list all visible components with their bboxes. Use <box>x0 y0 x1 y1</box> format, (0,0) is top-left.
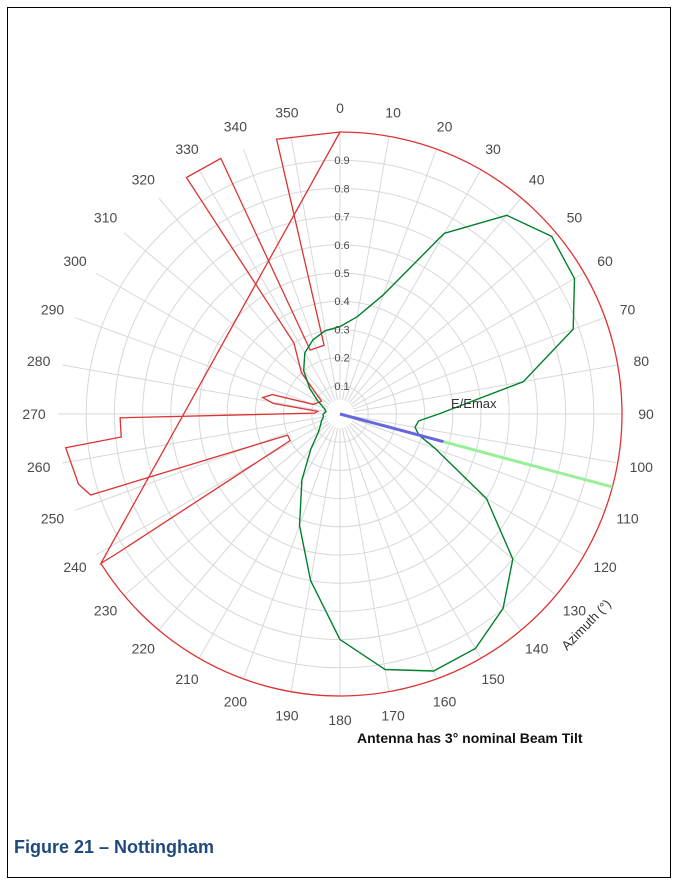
grid-spoke <box>158 197 332 404</box>
polar-grid <box>58 132 622 696</box>
radial-tick: 0.7 <box>334 212 349 224</box>
grid-spoke <box>351 420 585 556</box>
grid-spoke <box>348 424 522 631</box>
radial-axis-label: E/Emax <box>451 396 497 411</box>
grid-spoke <box>198 169 334 403</box>
grid-spoke <box>74 317 327 410</box>
radial-tick: 0.1 <box>334 381 349 393</box>
radial-tick: 0.4 <box>334 296 349 308</box>
azimuth-tick-30: 30 <box>485 141 501 157</box>
grid-spoke <box>198 425 334 659</box>
grid-spoke <box>353 415 618 464</box>
azimuth-tick-50: 50 <box>567 209 583 225</box>
grid-spoke <box>344 148 437 401</box>
azimuth-tick-200: 200 <box>224 694 248 710</box>
grid-spoke <box>95 420 329 556</box>
grid-spoke <box>123 422 330 596</box>
azimuth-tick-190: 190 <box>275 707 299 723</box>
azimuth-tick-110: 110 <box>616 511 639 527</box>
radial-tick: 0.8 <box>334 183 349 195</box>
azimuth-tick-160: 160 <box>433 694 457 710</box>
azimuth-tick-0: 0 <box>336 100 344 116</box>
grid-spoke <box>74 418 327 511</box>
azimuth-tick-70: 70 <box>620 301 636 317</box>
radial-tick-labels: 0.1 0.2 0.3 0.4 0.5 0.6 0.7 0.8 0.9 <box>334 155 349 393</box>
azimuth-tick-270: 270 <box>22 406 46 422</box>
bearing-inner <box>339 412 444 444</box>
bearing-outer <box>443 440 613 489</box>
azimuth-tick-300: 300 <box>63 253 87 269</box>
grid-spoke <box>350 232 557 406</box>
beam-tilt-note: Antenna has 3° nominal Beam Tilt <box>357 730 583 746</box>
azimuth-tick-320: 320 <box>132 172 156 188</box>
restriction-notches <box>64 131 341 566</box>
grid-spoke <box>290 427 339 692</box>
grid-spoke <box>353 418 606 511</box>
antenna-pattern <box>298 214 576 672</box>
grid-spoke <box>344 427 437 680</box>
grid-spoke <box>243 148 336 401</box>
radial-tick: 0.9 <box>334 155 349 167</box>
grid-spoke <box>341 136 390 401</box>
radial-tick: 0.2 <box>334 353 349 365</box>
restriction-arc <box>100 131 623 697</box>
radial-tick: 0.6 <box>334 240 349 252</box>
radial-tick: 0.5 <box>334 268 349 280</box>
azimuth-tick-220: 220 <box>132 640 156 656</box>
azimuth-tick-250: 250 <box>41 511 65 527</box>
azimuth-tick-80: 80 <box>634 353 650 369</box>
azimuth-tick-230: 230 <box>94 603 118 619</box>
azimuth-tick-20: 20 <box>437 119 453 135</box>
grid-spoke <box>353 317 606 410</box>
azimuth-tick-340: 340 <box>224 119 248 135</box>
grid-spoke <box>341 427 390 692</box>
grid-spoke <box>346 169 482 403</box>
azimuth-tick-290: 290 <box>41 301 65 317</box>
azimuth-tick-280: 280 <box>27 353 51 369</box>
azimuth-tick-140: 140 <box>525 640 549 656</box>
grid-spoke <box>95 272 329 408</box>
azimuth-tick-210: 210 <box>175 671 199 687</box>
azimuth-tick-330: 330 <box>175 141 199 157</box>
azimuth-tick-40: 40 <box>529 172 545 188</box>
azimuth-tick-10: 10 <box>385 105 401 121</box>
azimuth-tick-labels: 0 10 20 30 40 50 60 70 80 90 100 110 120 130 140 150 160… <box>22 100 654 728</box>
grid-spoke <box>351 272 585 408</box>
grid-spoke <box>290 136 339 401</box>
azimuth-tick-180: 180 <box>328 712 352 728</box>
azimuth-tick-170: 170 <box>381 707 405 723</box>
azimuth-tick-260: 260 <box>27 459 51 475</box>
azimuth-tick-60: 60 <box>597 253 613 269</box>
azimuth-tick-350: 350 <box>275 105 299 121</box>
azimuth-tick-130: 130 <box>563 603 587 619</box>
bearing-line <box>339 412 613 489</box>
grid-spoke <box>62 364 327 413</box>
pattern-curve <box>298 214 576 672</box>
azimuth-tick-240: 240 <box>63 559 87 575</box>
grid-spoke <box>348 197 522 404</box>
grid-spoke <box>62 415 327 464</box>
grid-spoke <box>350 422 557 596</box>
azimuth-tick-310: 310 <box>94 209 118 225</box>
grid-spoke <box>123 232 330 406</box>
radial-tick: 0.3 <box>334 324 349 336</box>
grid-spoke <box>353 364 618 413</box>
grid-spoke <box>158 424 332 631</box>
azimuth-tick-90: 90 <box>638 406 654 422</box>
restriction-outline <box>64 131 623 697</box>
grid-spoke <box>243 427 336 680</box>
grid-spoke <box>346 425 482 659</box>
azimuth-tick-120: 120 <box>593 559 617 575</box>
azimuth-tick-150: 150 <box>481 671 505 687</box>
azimuth-tick-100: 100 <box>630 459 654 475</box>
figure-caption: Figure 21 – Nottingham <box>14 837 215 857</box>
